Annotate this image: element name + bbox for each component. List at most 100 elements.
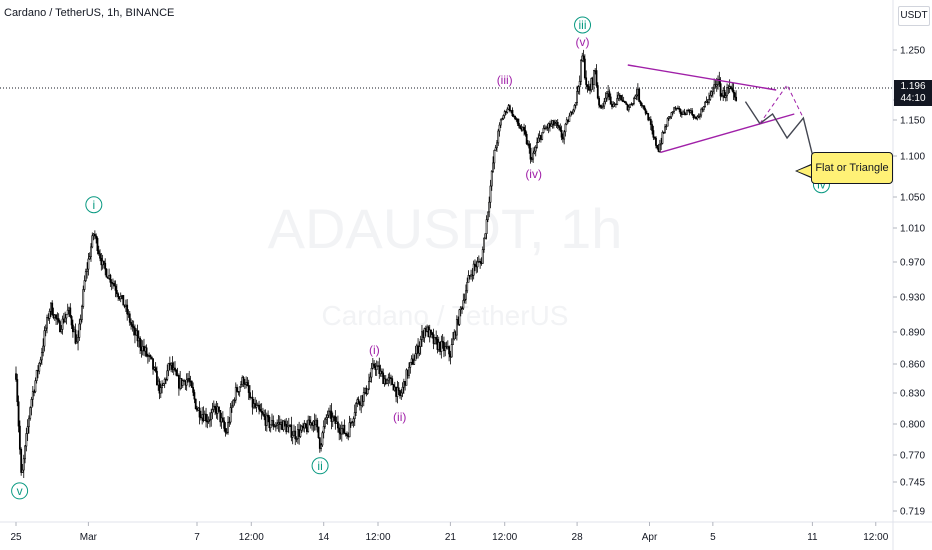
candle (175, 369, 178, 377)
candle (578, 75, 581, 95)
candle (355, 402, 357, 417)
candle (228, 416, 231, 427)
candle-body (658, 144, 661, 152)
candle-body (595, 70, 598, 86)
candle (401, 382, 404, 398)
time-tick-label: 25 (10, 532, 22, 543)
candle (552, 119, 555, 129)
candle (232, 399, 235, 408)
currency-unit-button[interactable]: USDT (898, 6, 930, 26)
candle (731, 83, 734, 93)
candle-body (431, 332, 434, 335)
candle (496, 139, 498, 153)
candle-body (419, 339, 422, 347)
candle (55, 314, 57, 325)
candle-body (423, 328, 426, 339)
candle-body (38, 363, 41, 372)
candle (357, 396, 360, 405)
candle-body (114, 285, 117, 291)
candle-body (652, 130, 655, 138)
price-tick-label: 1.100 (900, 152, 925, 163)
candle (128, 310, 131, 326)
wave-label-circle (311, 457, 329, 475)
candle-body (572, 109, 575, 114)
candle (375, 360, 378, 377)
candle-body (353, 412, 356, 420)
candle-body (337, 421, 339, 429)
candle-body (576, 91, 579, 103)
candle-body (602, 105, 604, 108)
candle-body (511, 109, 514, 117)
candle-body (64, 317, 67, 323)
candle-body (259, 408, 262, 412)
candle (95, 233, 98, 244)
candle (190, 380, 193, 388)
candle-body (494, 147, 497, 151)
wave-label: ii (317, 459, 322, 473)
candle (28, 415, 30, 434)
candle (64, 311, 67, 323)
candle (455, 315, 458, 341)
candle (652, 125, 655, 141)
candle-body (263, 414, 266, 417)
candle (452, 332, 454, 345)
candle-body (286, 426, 289, 433)
candle (31, 386, 34, 407)
candle-body (188, 378, 191, 382)
candle (658, 139, 661, 153)
candle-body (348, 422, 351, 438)
time-axis[interactable]: 25 Mar 7 12:00 14 12:00 21 12:00 28 Apr 5 11 12:00 (10, 522, 889, 543)
time-tick-label: 12:00 (863, 532, 888, 543)
candle (534, 145, 537, 157)
candle (209, 412, 211, 428)
candle (218, 406, 220, 413)
candle (679, 108, 682, 117)
candle (109, 273, 112, 288)
candle-body (282, 420, 285, 431)
candle-body (249, 392, 251, 399)
candle (136, 324, 139, 347)
candle-body (627, 106, 630, 111)
price-axis[interactable]: 1.2501.2001.1501.1001.0501.0100.9700.930… (893, 46, 925, 518)
candle-body (214, 405, 217, 409)
time-tick-label: 11 (807, 532, 818, 543)
candle-body (46, 317, 48, 329)
candle (103, 260, 105, 269)
candle (316, 417, 319, 433)
candle (38, 361, 41, 375)
time-tick-label: 7 (194, 532, 200, 543)
triangle-upper-trendline (627, 64, 777, 91)
candle (214, 403, 217, 416)
candle-body (506, 108, 509, 113)
candle (246, 377, 249, 387)
candle (574, 102, 577, 109)
candle (718, 71, 721, 87)
candle-body (18, 425, 21, 450)
candle (163, 377, 166, 389)
candle (560, 125, 563, 141)
candle (418, 341, 421, 357)
candle (465, 284, 467, 304)
candle-body (334, 416, 337, 424)
candle (474, 259, 476, 272)
candle (17, 395, 20, 433)
candle (660, 137, 663, 151)
candle (502, 114, 505, 120)
candle-body (730, 86, 732, 90)
wave-label: i (92, 198, 95, 212)
candle (666, 117, 669, 127)
candle-body (103, 260, 105, 264)
candle-body (401, 386, 404, 394)
candle (651, 120, 653, 135)
candle-body (246, 382, 249, 386)
price-tick-label: 0.770 (900, 451, 925, 462)
candle (533, 146, 536, 155)
candle-body (679, 109, 682, 114)
candle-body (519, 125, 522, 129)
candle (516, 118, 519, 126)
candle-body (318, 437, 321, 449)
callout-pointer-fill (797, 165, 812, 177)
candle-body (643, 105, 646, 110)
candle (466, 277, 469, 294)
